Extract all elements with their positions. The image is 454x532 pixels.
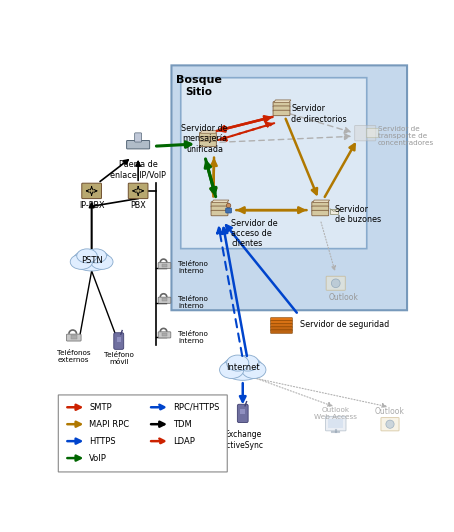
FancyBboxPatch shape bbox=[237, 404, 248, 422]
Text: Teléfono
interno: Teléfono interno bbox=[178, 261, 208, 275]
Text: Servidor de
mensajería
unificada: Servidor de mensajería unificada bbox=[182, 124, 228, 154]
Text: Servidor
de buzones: Servidor de buzones bbox=[335, 205, 381, 224]
Text: Outlook: Outlook bbox=[329, 293, 359, 302]
FancyBboxPatch shape bbox=[330, 209, 338, 214]
Text: Teléfono
móvil: Teléfono móvil bbox=[104, 352, 133, 365]
FancyBboxPatch shape bbox=[211, 202, 228, 207]
Text: HTTPS: HTTPS bbox=[89, 437, 116, 446]
FancyBboxPatch shape bbox=[226, 208, 232, 213]
FancyBboxPatch shape bbox=[328, 419, 344, 428]
FancyBboxPatch shape bbox=[211, 206, 228, 211]
Circle shape bbox=[386, 420, 394, 428]
Ellipse shape bbox=[237, 355, 259, 371]
FancyBboxPatch shape bbox=[199, 137, 216, 142]
Text: Sitio: Sitio bbox=[185, 87, 212, 97]
FancyBboxPatch shape bbox=[273, 106, 290, 111]
FancyBboxPatch shape bbox=[117, 337, 121, 342]
Ellipse shape bbox=[86, 249, 107, 263]
Ellipse shape bbox=[91, 254, 113, 269]
Text: RPC/HTTPS: RPC/HTTPS bbox=[173, 403, 219, 412]
FancyBboxPatch shape bbox=[82, 183, 101, 198]
FancyBboxPatch shape bbox=[58, 395, 227, 472]
FancyBboxPatch shape bbox=[158, 297, 171, 303]
Text: Outlook
Web Access: Outlook Web Access bbox=[314, 408, 357, 420]
Ellipse shape bbox=[220, 361, 244, 378]
FancyBboxPatch shape bbox=[271, 327, 292, 330]
FancyBboxPatch shape bbox=[312, 210, 329, 216]
Text: SMTP: SMTP bbox=[89, 403, 112, 412]
Text: Teléfono
interno: Teléfono interno bbox=[178, 296, 208, 309]
FancyBboxPatch shape bbox=[162, 264, 167, 267]
Polygon shape bbox=[212, 200, 229, 203]
Text: IP-PBX: IP-PBX bbox=[79, 201, 104, 210]
Ellipse shape bbox=[242, 361, 266, 378]
FancyBboxPatch shape bbox=[158, 332, 171, 338]
Polygon shape bbox=[312, 200, 330, 203]
FancyBboxPatch shape bbox=[355, 126, 376, 141]
FancyBboxPatch shape bbox=[271, 324, 292, 327]
Text: Teléfonos
externos: Teléfonos externos bbox=[57, 350, 91, 363]
FancyBboxPatch shape bbox=[326, 417, 346, 431]
Polygon shape bbox=[274, 100, 291, 103]
FancyBboxPatch shape bbox=[162, 298, 167, 301]
Text: TDM: TDM bbox=[173, 420, 192, 429]
FancyBboxPatch shape bbox=[71, 335, 77, 339]
Text: Servidor
de directorios: Servidor de directorios bbox=[291, 104, 347, 124]
FancyBboxPatch shape bbox=[199, 141, 216, 146]
FancyBboxPatch shape bbox=[162, 333, 167, 336]
FancyBboxPatch shape bbox=[135, 133, 142, 142]
FancyBboxPatch shape bbox=[366, 128, 379, 137]
FancyBboxPatch shape bbox=[114, 332, 123, 350]
Circle shape bbox=[227, 203, 231, 208]
Ellipse shape bbox=[70, 254, 93, 269]
FancyBboxPatch shape bbox=[181, 78, 367, 248]
Circle shape bbox=[331, 279, 340, 288]
FancyBboxPatch shape bbox=[199, 132, 216, 138]
Text: Servidor de
acceso de
clientes: Servidor de acceso de clientes bbox=[231, 219, 278, 248]
FancyBboxPatch shape bbox=[211, 210, 228, 216]
Polygon shape bbox=[200, 131, 217, 133]
FancyBboxPatch shape bbox=[67, 334, 81, 341]
FancyBboxPatch shape bbox=[273, 102, 290, 107]
FancyBboxPatch shape bbox=[271, 330, 292, 334]
Text: Servidor de seguridad: Servidor de seguridad bbox=[300, 320, 390, 329]
FancyBboxPatch shape bbox=[271, 321, 292, 324]
FancyBboxPatch shape bbox=[241, 409, 245, 414]
FancyBboxPatch shape bbox=[326, 276, 345, 290]
Text: MAPI RPC: MAPI RPC bbox=[89, 420, 129, 429]
Ellipse shape bbox=[222, 356, 263, 380]
Ellipse shape bbox=[73, 250, 110, 271]
Text: Puerta de
enlace IP/VoIP: Puerta de enlace IP/VoIP bbox=[110, 160, 166, 179]
Text: Internet: Internet bbox=[226, 363, 260, 372]
FancyBboxPatch shape bbox=[312, 202, 329, 207]
FancyBboxPatch shape bbox=[381, 418, 399, 431]
Text: PBX: PBX bbox=[130, 201, 146, 210]
FancyBboxPatch shape bbox=[312, 206, 329, 211]
Text: Bosque: Bosque bbox=[176, 74, 222, 85]
Ellipse shape bbox=[227, 355, 249, 371]
FancyBboxPatch shape bbox=[127, 140, 150, 149]
FancyBboxPatch shape bbox=[271, 318, 292, 321]
Text: PSTN: PSTN bbox=[81, 256, 103, 265]
Text: Teléfono
interno: Teléfono interno bbox=[178, 331, 208, 344]
FancyBboxPatch shape bbox=[273, 110, 290, 115]
Text: LDAP: LDAP bbox=[173, 437, 195, 446]
Text: Servidor de
transporte de
concentradores: Servidor de transporte de concentradores bbox=[378, 126, 434, 146]
Text: Exchange
ActiveSync: Exchange ActiveSync bbox=[222, 430, 264, 450]
Text: Outlook: Outlook bbox=[375, 408, 405, 416]
FancyBboxPatch shape bbox=[128, 183, 148, 198]
FancyBboxPatch shape bbox=[172, 65, 407, 310]
Ellipse shape bbox=[77, 249, 97, 263]
Text: VoIP: VoIP bbox=[89, 454, 107, 463]
FancyBboxPatch shape bbox=[158, 262, 171, 269]
